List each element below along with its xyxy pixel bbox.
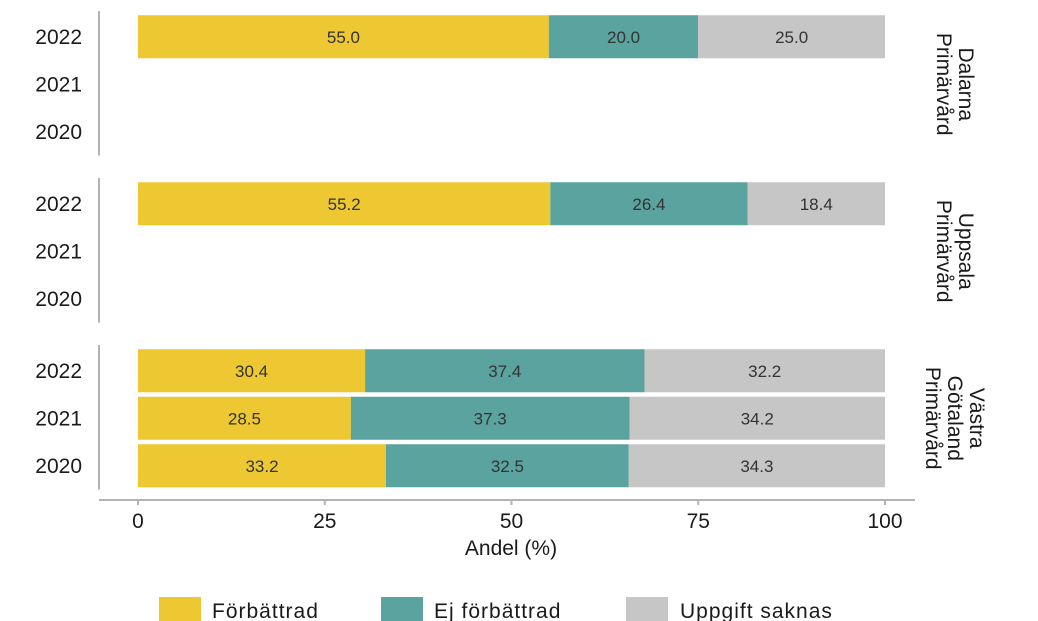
bar-segment: [644, 349, 885, 393]
y-tick-label: 2021: [35, 240, 82, 263]
x-axis-title: Andel (%): [465, 537, 557, 560]
data-label: 55.2: [328, 195, 361, 214]
y-tick-label: 2022: [35, 193, 82, 216]
data-label: 34.3: [740, 457, 773, 476]
x-tick-label: 100: [867, 510, 902, 533]
bar-segment: [629, 396, 885, 440]
y-tick-label: 2021: [35, 73, 82, 96]
legend-item: Förbättrad: [159, 597, 319, 621]
panel-2: 2022 55.2 26.4 18.4 2021 2020 UppsalaPrimärvår…: [35, 178, 977, 323]
bar-segment: [138, 182, 551, 226]
x-tick-label: 75: [687, 510, 710, 533]
panel-3: 2022 30.4 37.4 32.2 2021 28.5 37.3 34.2 2020 33.2…: [35, 345, 988, 490]
bar-segment: [548, 15, 699, 59]
legend-item: Ej förbättrad: [381, 597, 561, 621]
bar-segment: [138, 396, 351, 440]
data-label: 37.4: [488, 362, 521, 381]
bar-segment: [747, 182, 885, 226]
strip-label: DalarnaPrimärvård: [932, 33, 977, 136]
data-label: 34.2: [741, 409, 774, 428]
bar-segment: [386, 444, 629, 488]
bar-segment: [698, 15, 885, 59]
data-label: 37.3: [474, 409, 507, 428]
y-tick-label: 2022: [35, 26, 82, 49]
bar-segment: [550, 182, 748, 226]
x-tick-label: 0: [132, 510, 144, 533]
data-label: 28.5: [228, 409, 261, 428]
bar-segment: [138, 349, 366, 393]
data-label: 33.2: [245, 457, 278, 476]
y-tick-label: 2022: [35, 360, 82, 383]
legend-item: Uppgift saknas: [626, 597, 833, 621]
legend-label: Ej förbättrad: [434, 600, 561, 621]
data-label: 18.4: [800, 195, 833, 214]
chart-panels: 2022 55.0 20.0 25.0 2021 2020 DalarnaPrimärvår…: [35, 11, 988, 490]
data-label: 32.2: [748, 362, 781, 381]
bar-segment: [365, 349, 645, 393]
legend-swatch: [626, 597, 668, 621]
x-tick-label: 50: [500, 510, 523, 533]
y-tick-label: 2020: [35, 455, 82, 478]
bar-segment: [138, 15, 549, 59]
y-tick-label: 2020: [35, 288, 82, 311]
x-axis: 0 25 50 75 100: [99, 499, 915, 533]
data-label: 25.0: [775, 28, 808, 47]
legend-swatch: [159, 597, 201, 621]
data-label: 26.4: [632, 195, 665, 214]
data-label: 20.0: [607, 28, 640, 47]
panel-1: 2022 55.0 20.0 25.0 2021 2020 DalarnaPrimärvår…: [35, 11, 977, 156]
y-tick-label: 2021: [35, 407, 82, 430]
bar-segment: [628, 444, 885, 488]
bar-segment: [350, 396, 630, 440]
legend-swatch: [381, 597, 423, 621]
legend-label: Uppgift saknas: [680, 600, 833, 621]
data-label: 55.0: [327, 28, 360, 47]
data-label: 32.5: [491, 457, 524, 476]
strip-label: VästraGötalandPrimärvård: [921, 367, 988, 470]
data-label: 30.4: [235, 362, 268, 381]
bar-segment: [138, 444, 387, 488]
legend: Förbättrad Ej förbättrad Uppgift saknas: [159, 597, 833, 621]
x-tick-label: 25: [313, 510, 336, 533]
legend-label: Förbättrad: [212, 600, 319, 621]
strip-label: UppsalaPrimärvård: [932, 200, 977, 303]
y-tick-label: 2020: [35, 121, 82, 144]
